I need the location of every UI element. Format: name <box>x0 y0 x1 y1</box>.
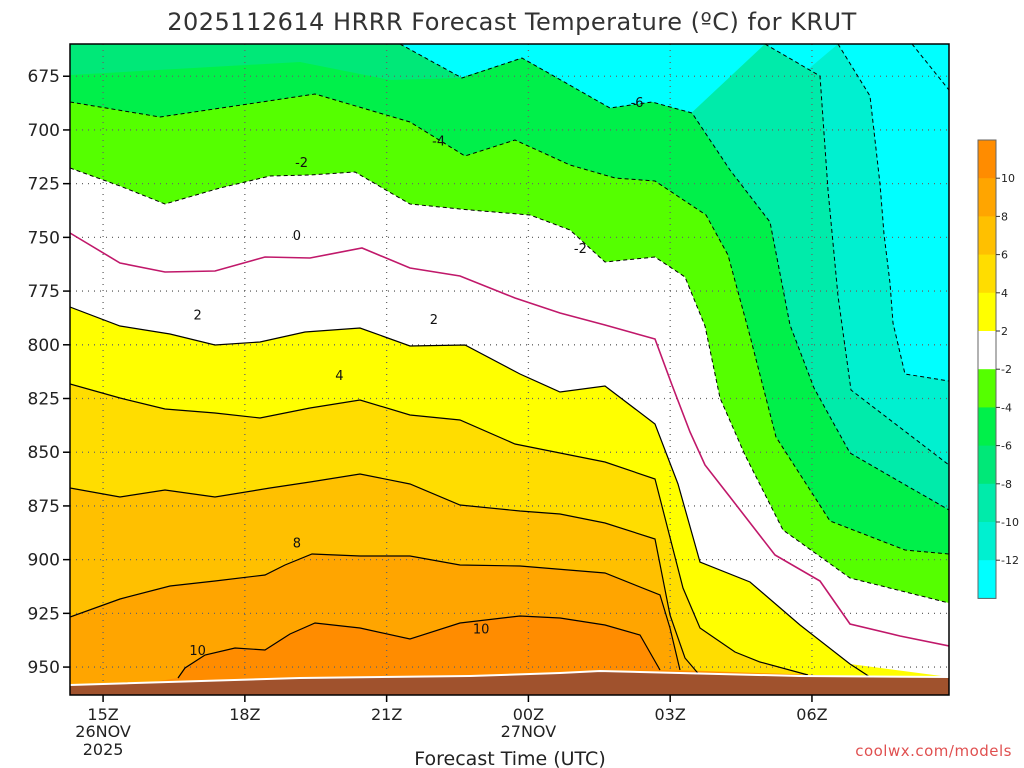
y-tick-label: 850 <box>28 443 60 463</box>
contour-label: 10 <box>473 622 490 637</box>
x-tick-label: 18Z <box>229 705 260 724</box>
contour-m10 <box>837 44 949 382</box>
contour-10 <box>177 615 661 679</box>
x-tick-date: 27NOV <box>501 722 557 741</box>
contour-label: 8 <box>293 536 301 551</box>
colorbar-tick-label: -8 <box>1001 478 1012 491</box>
x-tick-date: 26NOV <box>75 722 131 741</box>
contour-4 <box>70 383 809 676</box>
colorbar-segment <box>978 178 996 217</box>
colorbar-segment <box>978 254 996 294</box>
contour-m8 <box>764 44 949 466</box>
colorbar-segment <box>978 369 996 408</box>
contour-m6 <box>399 44 949 511</box>
contour-m4 <box>70 93 949 555</box>
chart-title: 2025112614 HRRR Forecast Temperature (ºC… <box>167 8 857 36</box>
colorbar-tick-label: -10 <box>1001 516 1019 529</box>
contour-label: 2 <box>193 309 201 324</box>
contour-m2 <box>70 167 949 604</box>
colorbar-tick-label: -12 <box>1001 554 1019 567</box>
contour-label: 0 <box>293 229 301 244</box>
contour-label: 10 <box>189 644 206 659</box>
y-tick-label: 925 <box>28 604 60 624</box>
contour-labels: -6 -4 -2 -2 0 2 2 4 8 10 10 <box>189 96 644 659</box>
x-tick-label: 00Z <box>513 705 544 724</box>
colorbar-tick-label: -6 <box>1001 440 1012 453</box>
contour-label: 4 <box>335 369 343 384</box>
terrain-edge <box>70 669 949 686</box>
contour-6 <box>70 473 703 679</box>
colorbar-tick-label: 10 <box>1001 172 1015 185</box>
colorbar-segment <box>978 140 996 179</box>
contour-0 <box>70 232 949 647</box>
colorbar-segment <box>978 407 996 447</box>
y-tick-label: 700 <box>28 121 60 141</box>
colorbar-segment <box>978 483 996 523</box>
y-tick-label: 725 <box>28 175 60 195</box>
x-tick-label: 21Z <box>371 705 402 724</box>
contour-m12 <box>911 44 949 91</box>
contour-label: -2 <box>574 242 587 257</box>
contour-label: -4 <box>432 135 445 150</box>
colorbar-segment <box>978 522 996 561</box>
x-tick-year: 2025 <box>83 740 124 759</box>
colorbar-tick-label: 6 <box>1001 249 1008 262</box>
y-tick-label: 875 <box>28 497 60 517</box>
colorbar-segment <box>978 292 996 332</box>
colorbar-segment <box>978 445 996 485</box>
x-axis-label: Forecast Time (UTC) <box>414 748 605 768</box>
y-tick-label: 825 <box>28 390 60 410</box>
colorbar-tick-label: 8 <box>1001 210 1008 223</box>
colorbar-tick-label: 4 <box>1001 287 1008 300</box>
colorbar-segment <box>978 331 996 370</box>
colorbar-tick-label: -2 <box>1001 363 1012 376</box>
plot-frame <box>69 43 950 696</box>
credit-text: coolwx.com/models <box>855 742 1012 760</box>
gridlines <box>70 44 949 695</box>
plot-area: -6 -4 -2 -2 0 2 2 4 8 10 10 <box>70 44 949 695</box>
contour-2 <box>70 306 871 678</box>
colorbar: 10 8 6 4 2 -2 -4 -6 -8 -10 -12 <box>977 139 1019 599</box>
y-tick-label: 675 <box>28 67 60 87</box>
contour-label: -6 <box>631 96 644 111</box>
y-tick-label: 750 <box>28 228 60 248</box>
y-axis: 675 700 725 750 775 800 825 850 875 900 925 950 <box>28 67 70 678</box>
y-tick-label: 950 <box>28 658 60 678</box>
y-tick-label: 800 <box>28 336 60 356</box>
terrain-ground <box>70 671 949 695</box>
contour-lines <box>70 44 949 679</box>
x-tick-label: 15Z <box>87 705 118 724</box>
contour-label: -2 <box>295 156 308 171</box>
colorbar-tick-label: 2 <box>1001 325 1008 338</box>
colorbar-segment <box>978 216 996 256</box>
contour-8 <box>70 553 681 671</box>
contour-label: 2 <box>430 313 438 328</box>
colorbar-segment <box>978 560 996 599</box>
y-tick-label: 775 <box>28 282 60 302</box>
x-tick-label: 06Z <box>796 705 827 724</box>
colorbar-tick-label: -4 <box>1001 401 1012 414</box>
x-tick-label: 03Z <box>655 705 686 724</box>
y-tick-label: 900 <box>28 551 60 571</box>
